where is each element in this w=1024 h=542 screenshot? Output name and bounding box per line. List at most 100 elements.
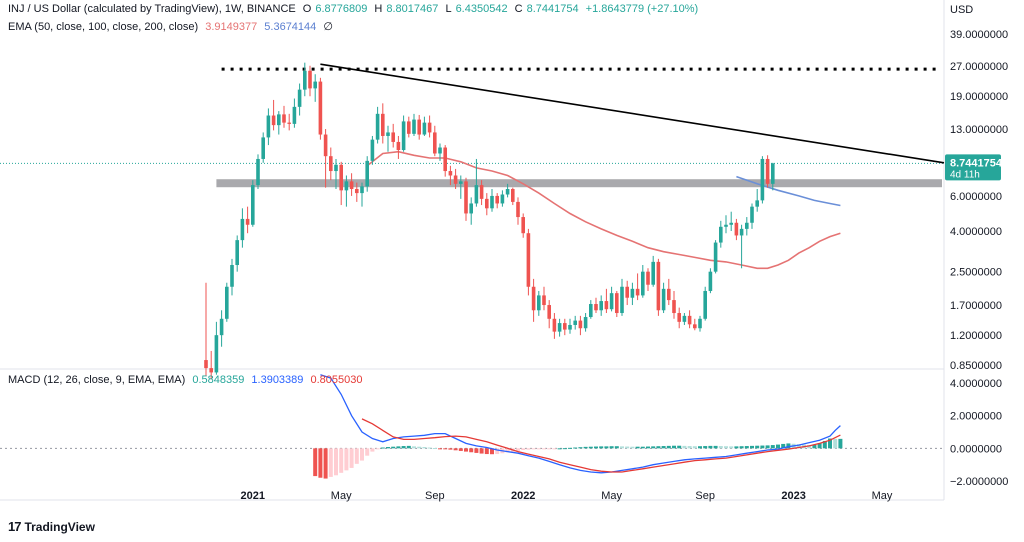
macd-histogram-bar <box>786 443 791 449</box>
candle-body <box>479 185 484 199</box>
macd-histogram-bar <box>594 446 598 449</box>
time-tick-label: May <box>872 490 893 502</box>
macd-histogram-bar <box>448 448 453 450</box>
macd-histogram-bar <box>547 448 552 450</box>
macd-histogram-bar <box>417 446 422 449</box>
candle-body <box>245 218 250 225</box>
macd-histogram-bar <box>313 448 318 477</box>
macd-histogram-bar <box>755 445 760 449</box>
macd-histogram-bar <box>406 445 411 449</box>
candle-body <box>526 233 531 287</box>
candle-body <box>209 368 213 373</box>
candle-body <box>542 295 546 306</box>
macd-histogram-bar <box>380 447 385 449</box>
candle-body <box>427 122 432 133</box>
time-tick-label: 2023 <box>781 490 805 502</box>
macd-histogram-bar <box>614 446 619 449</box>
candle-body <box>464 181 468 214</box>
macd-histogram-bar <box>453 448 458 451</box>
macd-histogram-bar <box>583 446 588 449</box>
candle-body <box>453 175 458 184</box>
ema-value-2: 5.3674144 <box>264 21 317 33</box>
last-price-tag <box>945 154 1001 181</box>
candle-body <box>407 121 411 134</box>
candle-body <box>734 222 739 236</box>
macd-histogram-bar <box>698 446 702 449</box>
macd-histogram-bar <box>490 448 494 455</box>
candle-body <box>422 122 427 135</box>
macd-histogram-bar <box>770 445 775 449</box>
candle-body <box>417 119 421 135</box>
macd-histogram-bar <box>516 448 520 451</box>
candle-body <box>323 134 328 157</box>
candle-body <box>771 163 775 184</box>
macd-histogram-bar <box>620 446 624 449</box>
macd-histogram-bar <box>396 446 401 449</box>
candle-body <box>266 115 271 138</box>
tradingview-logo-mark: 17 <box>8 519 22 534</box>
price-tick-label: 6.0000000 <box>950 191 1002 203</box>
candle-body <box>386 132 390 136</box>
macd-histogram-bar <box>443 448 448 450</box>
candle-body <box>214 335 219 373</box>
candle-body <box>651 261 655 285</box>
candle-body <box>693 324 697 329</box>
macd-tick-label: 0.0000000 <box>950 443 1002 455</box>
candle-body <box>646 271 650 285</box>
candle-body <box>381 113 385 136</box>
symbol-legend: INJ / US Dollar (calculated by TradingVi… <box>8 3 706 15</box>
candle-body <box>568 324 572 330</box>
candle-body <box>308 70 312 89</box>
time-tick-label: May <box>601 490 622 502</box>
change-value: +1.8643779 (+27.10%) <box>585 3 699 15</box>
macd-histogram-bar <box>630 446 635 449</box>
macd-histogram-bar <box>557 448 562 450</box>
price-tick-label: 39.0000000 <box>950 29 1008 41</box>
macd-histogram-bar <box>729 446 734 449</box>
candle-body <box>230 265 234 287</box>
macd-histogram-bar <box>750 445 754 449</box>
price-tick-label: 27.0000000 <box>950 61 1008 73</box>
candle-body <box>505 189 510 195</box>
macd-histogram-bar <box>432 448 437 450</box>
candle-body <box>563 323 567 330</box>
macd-histogram-bar <box>703 446 708 449</box>
candle-body <box>698 318 702 329</box>
candle-body <box>292 106 297 124</box>
descending-trendline <box>320 63 945 164</box>
candle-body <box>724 224 728 227</box>
macd-histogram-bar <box>365 448 370 456</box>
macd-histogram-bar <box>458 448 463 451</box>
macd-histogram-bar <box>635 446 640 449</box>
candle-body <box>516 201 520 218</box>
macd-value-2: 1.3903389 <box>251 374 304 386</box>
candle-body <box>344 181 349 191</box>
macd-histogram-bar <box>604 446 609 449</box>
time-tick-label: 2021 <box>241 490 265 502</box>
candle-body <box>448 171 453 176</box>
candle-body <box>599 301 603 311</box>
tradingview-logo[interactable]: 17 TradingView <box>8 519 95 534</box>
macd-histogram-bar <box>646 446 650 449</box>
macd-histogram-bar <box>724 446 728 449</box>
macd-histogram-bar <box>422 447 427 449</box>
macd-histogram-bar <box>807 445 812 449</box>
ohlc-values: O 6.8776809 H 8.8017467 L 6.4350542 C 8.7441… <box>302 3 699 15</box>
time-tick-label: Sep <box>695 490 715 502</box>
candle-body <box>474 185 479 204</box>
candle-body <box>235 240 239 266</box>
macd-histogram-bar <box>609 446 614 449</box>
candle-body <box>687 315 692 325</box>
candle-body <box>490 195 494 209</box>
macd-histogram-bar <box>328 448 333 477</box>
macd-histogram-bar <box>625 446 630 449</box>
ema-legend: EMA (50, close, 100, close, 200, close) … <box>8 20 337 33</box>
macd-histogram-bar <box>334 448 338 476</box>
candle-body <box>271 115 276 126</box>
candle-body <box>521 217 525 234</box>
candle-body <box>360 186 364 194</box>
candle-body <box>765 158 770 184</box>
candle-body <box>531 286 536 311</box>
price-tick-label: 13.0000000 <box>950 124 1008 136</box>
